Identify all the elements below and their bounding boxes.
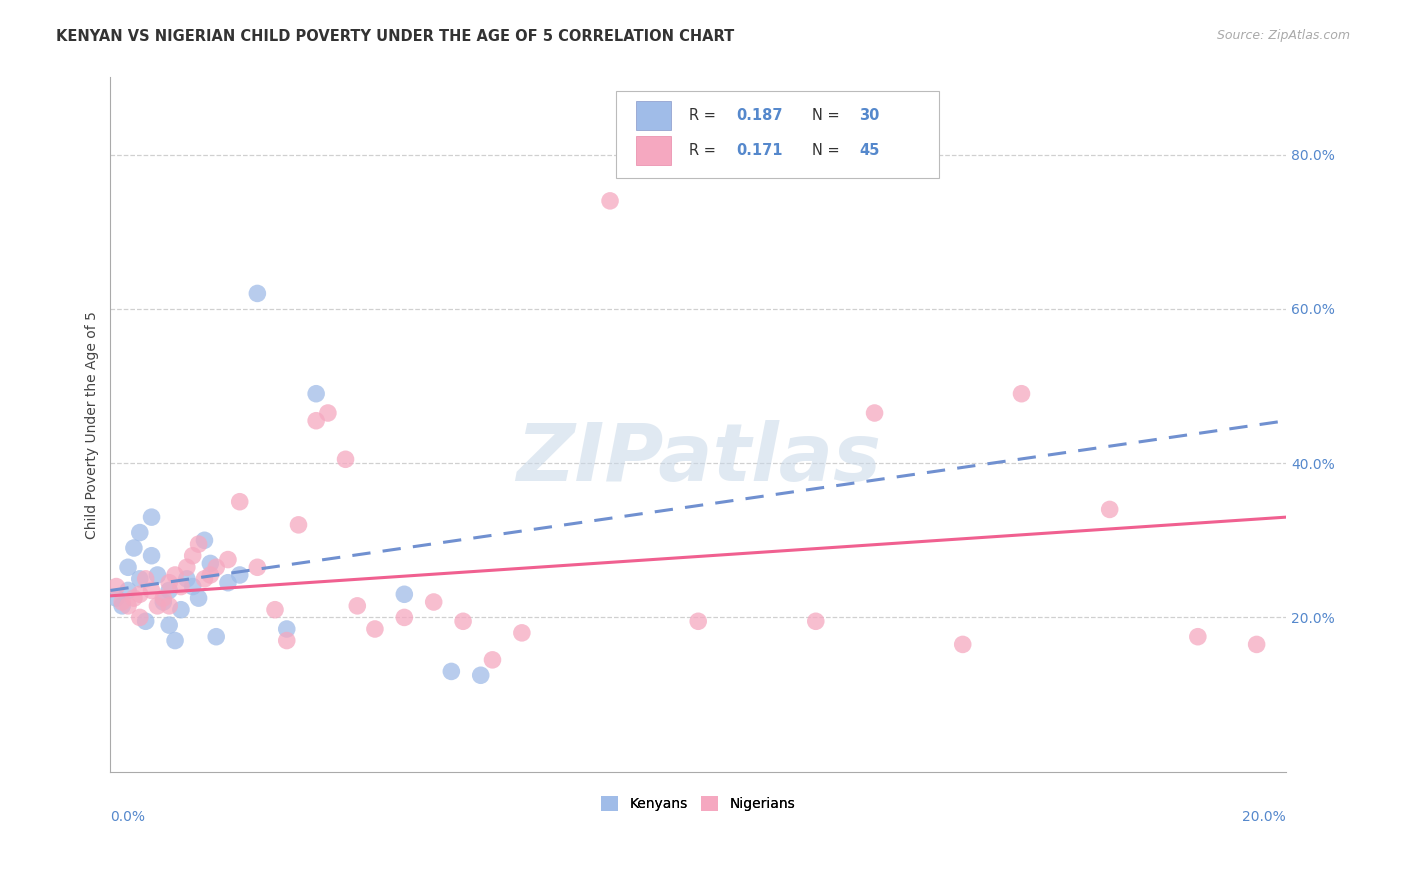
Point	[276, 633, 298, 648]
Point	[305, 414, 328, 428]
Point	[200, 568, 222, 582]
Point	[165, 633, 187, 648]
Point	[470, 668, 492, 682]
Point	[217, 575, 239, 590]
Point	[128, 610, 150, 624]
Point	[229, 494, 252, 508]
Point	[181, 549, 204, 563]
Point	[157, 599, 180, 613]
Point	[440, 665, 463, 679]
Text: KENYAN VS NIGERIAN CHILD POVERTY UNDER THE AGE OF 5 CORRELATION CHART: KENYAN VS NIGERIAN CHILD POVERTY UNDER T…	[56, 29, 734, 45]
Point	[157, 583, 180, 598]
Point	[152, 595, 174, 609]
Point	[187, 537, 209, 551]
Text: 20.0%: 20.0%	[1243, 810, 1286, 824]
Text: 0.187: 0.187	[735, 108, 782, 123]
Point	[1187, 630, 1209, 644]
FancyBboxPatch shape	[636, 101, 671, 130]
Point	[205, 630, 228, 644]
Point	[804, 615, 827, 629]
FancyBboxPatch shape	[616, 91, 939, 178]
Point	[346, 599, 368, 613]
Point	[481, 653, 503, 667]
Text: Source: ZipAtlas.com: Source: ZipAtlas.com	[1216, 29, 1350, 43]
Point	[128, 572, 150, 586]
Point	[1246, 637, 1268, 651]
Point	[394, 610, 416, 624]
Point	[176, 572, 198, 586]
Point	[364, 622, 387, 636]
Text: R =: R =	[689, 143, 720, 158]
Text: 0.0%: 0.0%	[111, 810, 145, 824]
Text: N =: N =	[813, 143, 845, 158]
Point	[276, 622, 298, 636]
Point	[394, 587, 416, 601]
Point	[305, 386, 328, 401]
Text: 30: 30	[859, 108, 880, 123]
Point	[510, 625, 533, 640]
Point	[181, 580, 204, 594]
Point	[122, 591, 145, 606]
Point	[264, 603, 287, 617]
Point	[952, 637, 974, 651]
Point	[157, 575, 180, 590]
Point	[117, 599, 139, 613]
Point	[316, 406, 339, 420]
Legend: Kenyans, Nigerians: Kenyans, Nigerians	[596, 791, 800, 817]
Point	[128, 525, 150, 540]
Text: ZIPatlas: ZIPatlas	[516, 420, 880, 499]
Point	[141, 549, 163, 563]
Point	[176, 560, 198, 574]
Point	[335, 452, 357, 467]
Point	[170, 603, 193, 617]
Point	[422, 595, 444, 609]
Y-axis label: Child Poverty Under the Age of 5: Child Poverty Under the Age of 5	[86, 310, 100, 539]
Point	[152, 591, 174, 606]
Point	[141, 583, 163, 598]
Point	[229, 568, 252, 582]
Point	[200, 557, 222, 571]
Point	[246, 286, 269, 301]
Point	[599, 194, 621, 208]
Point	[287, 517, 309, 532]
Text: 45: 45	[859, 143, 880, 158]
Point	[217, 552, 239, 566]
Point	[146, 568, 169, 582]
Point	[122, 541, 145, 555]
Point	[111, 599, 134, 613]
Point	[117, 583, 139, 598]
Point	[135, 572, 157, 586]
Text: 0.171: 0.171	[735, 143, 782, 158]
Point	[157, 618, 180, 632]
Point	[246, 560, 269, 574]
Point	[117, 560, 139, 574]
Point	[128, 587, 150, 601]
Point	[1011, 386, 1033, 401]
FancyBboxPatch shape	[636, 136, 671, 165]
Point	[688, 615, 710, 629]
Point	[1098, 502, 1121, 516]
Text: N =: N =	[813, 108, 845, 123]
Point	[165, 568, 187, 582]
Point	[105, 580, 128, 594]
Point	[141, 510, 163, 524]
Point	[451, 615, 474, 629]
Text: R =: R =	[689, 108, 720, 123]
Point	[146, 599, 169, 613]
Point	[863, 406, 886, 420]
Point	[111, 595, 134, 609]
Point	[135, 615, 157, 629]
Point	[193, 533, 215, 548]
Point	[105, 591, 128, 606]
Point	[187, 591, 209, 606]
Point	[170, 580, 193, 594]
Point	[205, 560, 228, 574]
Point	[193, 572, 215, 586]
